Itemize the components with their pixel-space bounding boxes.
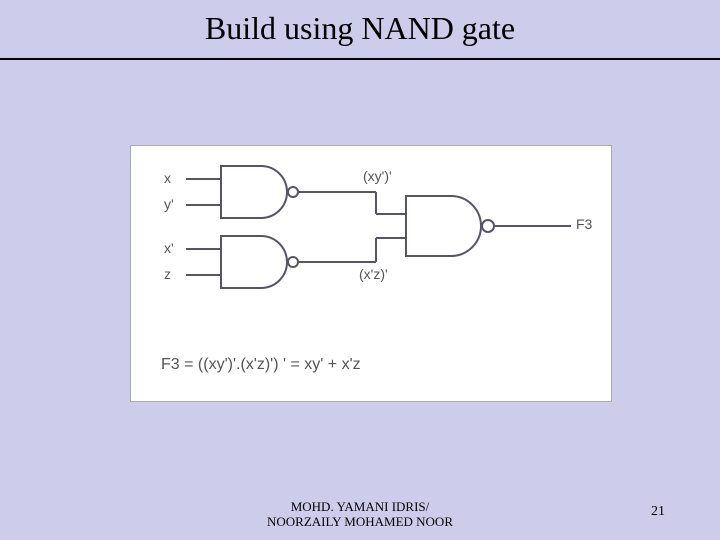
circuit-diagram: x y' x' z (xy')' (x'z)' F3 F3 = ((xy')'.… (130, 145, 612, 402)
footer-line-1: MOHD. YAMANI IDRIS/ (291, 499, 430, 514)
nand-gate-3-bubble (482, 220, 494, 232)
title-rule (0, 58, 720, 60)
slide-title: Build using NAND gate (0, 10, 720, 47)
nand-gate-2 (221, 236, 287, 288)
label-x: x (164, 170, 171, 186)
nand-gate-1-bubble (288, 187, 298, 197)
nand-gate-3 (406, 196, 481, 256)
label-f3: F3 (576, 216, 592, 232)
label-g2-out: (x'z)' (359, 266, 388, 282)
nand-gate-1 (221, 166, 287, 218)
nand-gate-2-bubble (288, 257, 298, 267)
equation: F3 = ((xy')'.(x'z)') ' = xy' + x'z (161, 356, 361, 374)
label-z: z (164, 266, 171, 282)
page-number: 21 (651, 504, 665, 520)
label-yprime: y' (164, 196, 174, 212)
footer-line-2: NOORZAILY MOHAMED NOOR (267, 514, 453, 529)
slide-footer: MOHD. YAMANI IDRIS/ NOORZAILY MOHAMED NO… (0, 499, 720, 530)
label-xprime: x' (164, 240, 174, 256)
label-g1-out: (xy')' (363, 168, 392, 184)
